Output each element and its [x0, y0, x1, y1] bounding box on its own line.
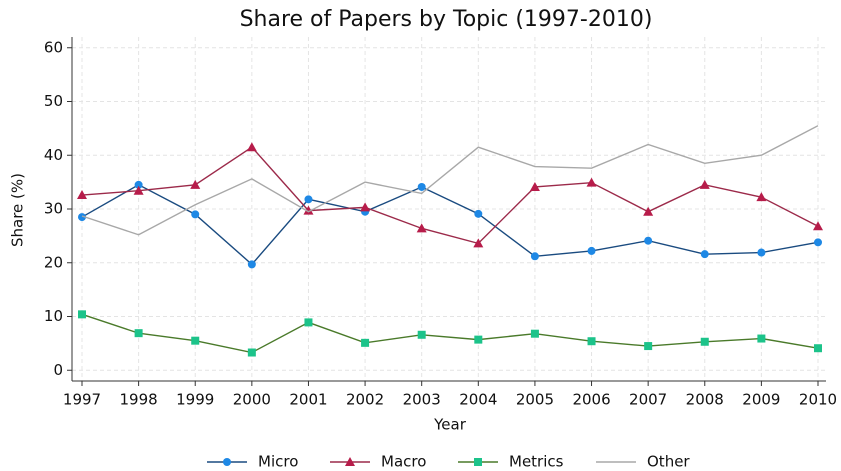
- marker: [190, 179, 201, 189]
- x-tick-label: 2002: [346, 391, 384, 409]
- marker: [78, 213, 86, 222]
- marker: [360, 202, 371, 212]
- x-tick-label: 2010: [799, 391, 837, 409]
- marker: [417, 182, 426, 191]
- legend-label: Other: [647, 453, 690, 471]
- legend-marker: [223, 458, 231, 466]
- marker: [417, 330, 426, 339]
- series-line: [81, 313, 819, 354]
- marker: [303, 205, 314, 215]
- marker: [586, 177, 597, 187]
- marker: [757, 248, 766, 257]
- x-tick-label: 2006: [572, 391, 610, 409]
- marker: [191, 336, 200, 345]
- marker: [814, 238, 822, 247]
- chart-title: Share of Papers by Topic (1997-2010): [240, 7, 653, 32]
- legend-label: Micro: [258, 453, 298, 471]
- marker: [304, 318, 313, 327]
- x-tick-label: 1999: [176, 391, 214, 409]
- y-tick-label: 50: [44, 92, 63, 110]
- y-tick-label: 60: [44, 38, 63, 56]
- x-tick-label: 2001: [289, 391, 327, 409]
- marker: [644, 342, 653, 351]
- marker: [530, 329, 539, 338]
- marker: [587, 337, 596, 346]
- series-line: [81, 184, 819, 266]
- x-tick-label: 2003: [403, 391, 441, 409]
- y-tick-label: 0: [53, 361, 63, 379]
- x-tick-label: 1997: [63, 391, 101, 409]
- marker: [814, 344, 822, 353]
- marker: [78, 310, 86, 319]
- marker: [361, 338, 370, 347]
- marker: [757, 334, 766, 343]
- marker: [77, 190, 87, 200]
- x-tick-label: 2005: [516, 391, 554, 409]
- series-line: [81, 146, 819, 245]
- series-line: [81, 125, 819, 236]
- x-tick-label: 2004: [459, 391, 497, 409]
- legend-marker: [345, 457, 355, 466]
- y-axis-label: Share (%): [9, 173, 27, 247]
- marker: [530, 252, 539, 261]
- marker: [134, 180, 143, 189]
- marker: [700, 337, 709, 346]
- legend-marker: [474, 458, 482, 466]
- marker: [474, 335, 483, 344]
- y-tick-label: 10: [44, 307, 63, 325]
- y-tick-label: 30: [44, 200, 63, 218]
- marker: [700, 250, 709, 259]
- y-tick-label: 40: [44, 146, 63, 164]
- marker: [699, 179, 710, 189]
- x-tick-label: 2000: [233, 391, 271, 409]
- marker: [134, 329, 143, 338]
- marker: [191, 210, 200, 219]
- marker: [247, 260, 256, 269]
- legend-label: Metrics: [509, 453, 564, 471]
- legend-label: Macro: [381, 453, 426, 471]
- marker: [587, 246, 596, 255]
- x-tick-label: 2009: [742, 391, 780, 409]
- marker: [247, 348, 256, 357]
- marker: [644, 236, 653, 245]
- marker: [473, 238, 484, 248]
- y-tick-label: 20: [44, 253, 63, 271]
- marker: [304, 195, 313, 204]
- x-axis-label: Year: [433, 416, 467, 434]
- marker: [133, 185, 144, 195]
- x-tick-label: 1998: [120, 391, 158, 409]
- marker: [529, 181, 540, 191]
- marker: [246, 142, 257, 152]
- marker: [474, 209, 483, 218]
- marker: [756, 192, 767, 202]
- x-tick-label: 2007: [629, 391, 667, 409]
- marker: [813, 221, 823, 231]
- marker: [416, 223, 427, 233]
- marker: [643, 206, 654, 216]
- x-tick-label: 2008: [686, 391, 724, 409]
